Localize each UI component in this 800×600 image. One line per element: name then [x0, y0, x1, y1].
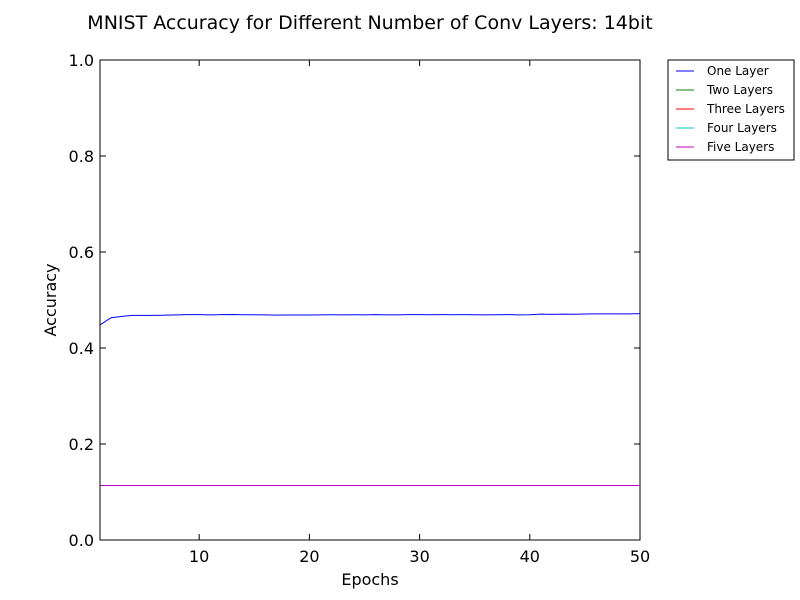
- legend-label-2: Two Layers: [706, 83, 773, 97]
- plot-frame: [99, 59, 641, 541]
- legend-label-5: Five Layers: [707, 140, 774, 154]
- x-tick-label: 40: [520, 547, 540, 566]
- y-tick-label: 0.6: [69, 243, 94, 262]
- legend: One Layer Two Layers Three Layers Four Laye…: [667, 59, 795, 161]
- chart-title: MNIST Accuracy for Different Number of C…: [87, 12, 652, 34]
- x-tick-label: 20: [299, 547, 319, 566]
- y-axis-label: Accuracy: [41, 263, 60, 336]
- series-layer: [99, 313, 641, 487]
- x-axis-label: Epochs: [341, 570, 398, 589]
- legend-frame: [667, 59, 795, 161]
- x-tick-label: 10: [189, 547, 209, 566]
- legend-label-3: Three Layers: [706, 102, 785, 116]
- y-tick-label: 0.0: [69, 531, 94, 550]
- y-tick-label: 0.2: [69, 435, 94, 454]
- legend-label-1: One Layer: [707, 64, 769, 78]
- y-tick-label: 0.4: [69, 339, 94, 358]
- y-tick-label: 0.8: [69, 147, 94, 166]
- legend-label-4: Four Layers: [707, 121, 777, 135]
- series-line-1: [99, 313, 641, 326]
- ticks-layer: 10 20 30 40 50 0.0 0.2 0.4 0.6 0.8 1.0: [69, 51, 651, 566]
- x-tick-label: 50: [630, 547, 650, 566]
- x-tick-label: 30: [409, 547, 429, 566]
- y-tick-label: 1.0: [69, 51, 94, 70]
